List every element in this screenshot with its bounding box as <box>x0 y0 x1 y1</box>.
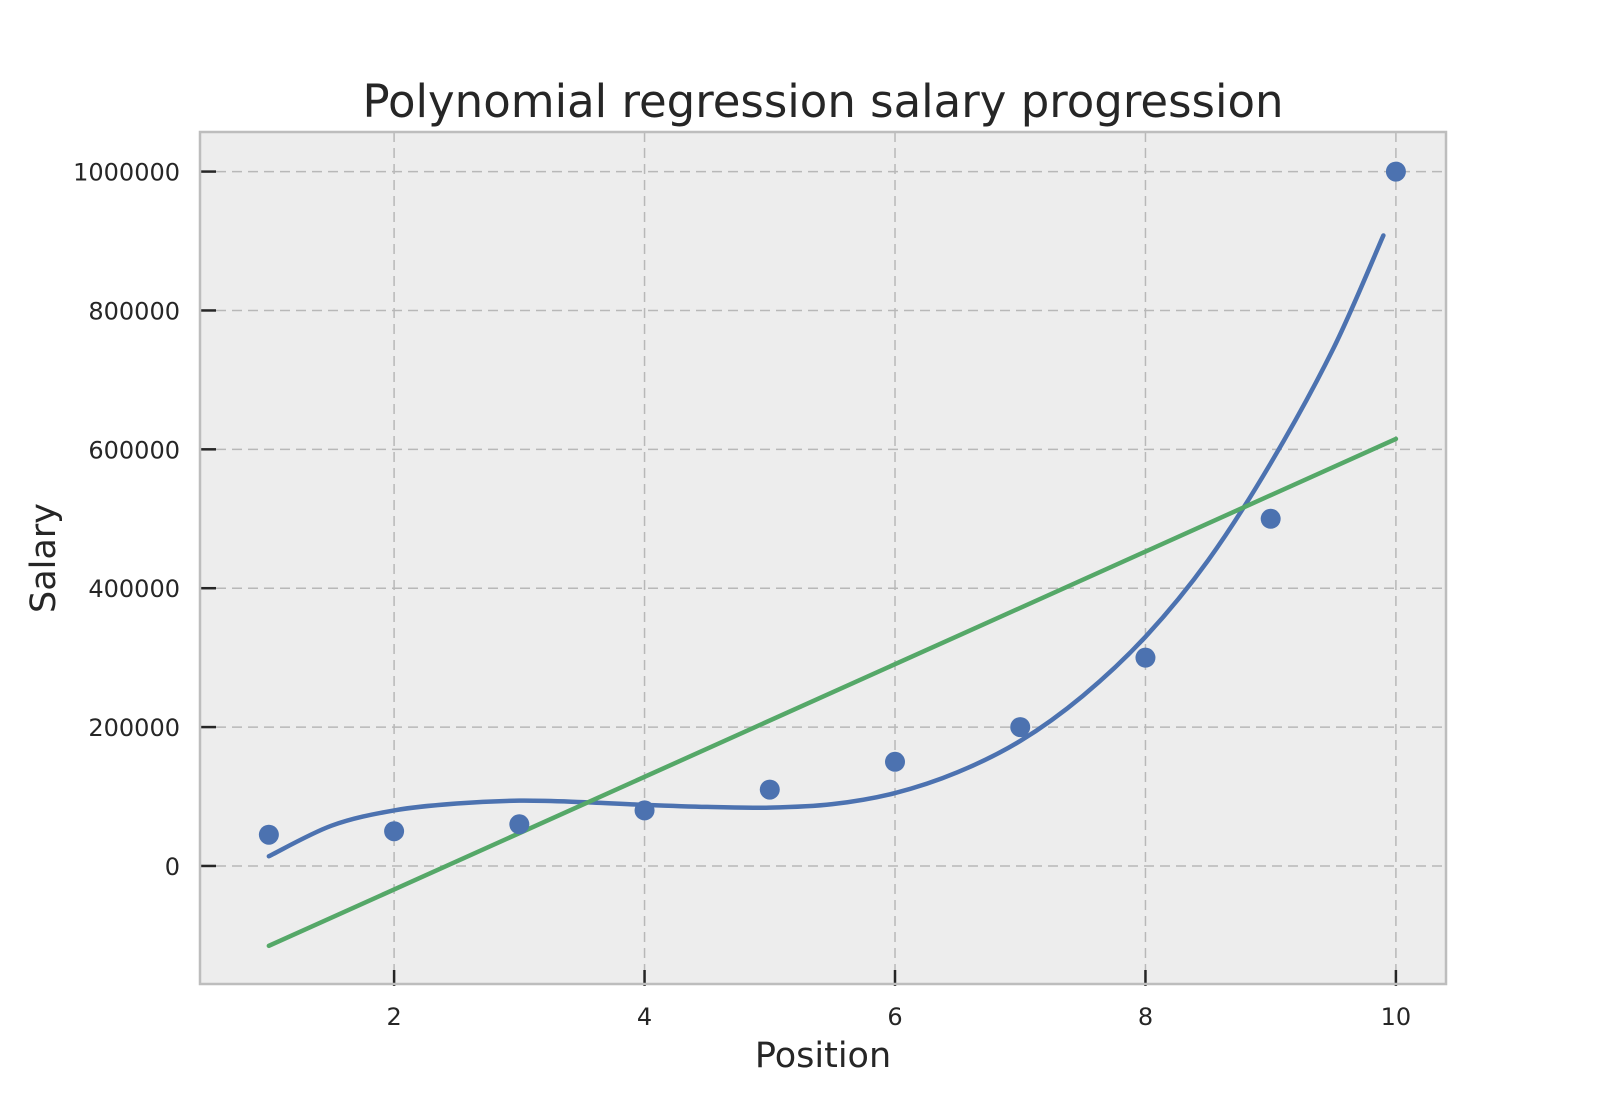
plot-frame <box>198 130 1448 986</box>
x-tick-label: 2 <box>386 1003 401 1031</box>
plot-area <box>200 132 1446 984</box>
y-tick-label: 1000000 <box>73 159 180 187</box>
y-tick-label: 200000 <box>88 714 180 742</box>
polynomial-fit-line <box>266 233 1386 859</box>
data-point <box>1135 647 1156 668</box>
linear-fit-line <box>266 436 1399 949</box>
x-tick-label: 8 <box>1138 1003 1153 1031</box>
series-layer <box>258 161 1406 949</box>
data-point <box>1260 508 1281 529</box>
x-tick-label: 10 <box>1381 1003 1412 1031</box>
data-point <box>384 821 405 842</box>
data-point <box>1010 717 1031 738</box>
x-axis-label: Position <box>755 1036 891 1076</box>
x-tick-label: 4 <box>637 1003 652 1031</box>
data-point <box>885 751 906 772</box>
chart-title: Polynomial regression salary progression <box>362 75 1283 128</box>
x-tick-label: 6 <box>887 1003 902 1031</box>
grid <box>200 132 1446 984</box>
data-point <box>1385 161 1406 182</box>
data-point <box>509 814 530 835</box>
y-tick-label: 800000 <box>88 297 180 325</box>
y-tick-label: 0 <box>165 853 180 881</box>
y-tick-label: 600000 <box>88 436 180 464</box>
ticks: 2 4 6 8 10 0 200000 400000 600000 800000 1000000 <box>73 159 1411 1031</box>
y-axis-label: Salary <box>24 503 64 613</box>
data-point <box>759 779 780 800</box>
y-tick-label: 400000 <box>88 575 180 603</box>
data-point <box>258 824 279 845</box>
data-point <box>634 800 655 821</box>
